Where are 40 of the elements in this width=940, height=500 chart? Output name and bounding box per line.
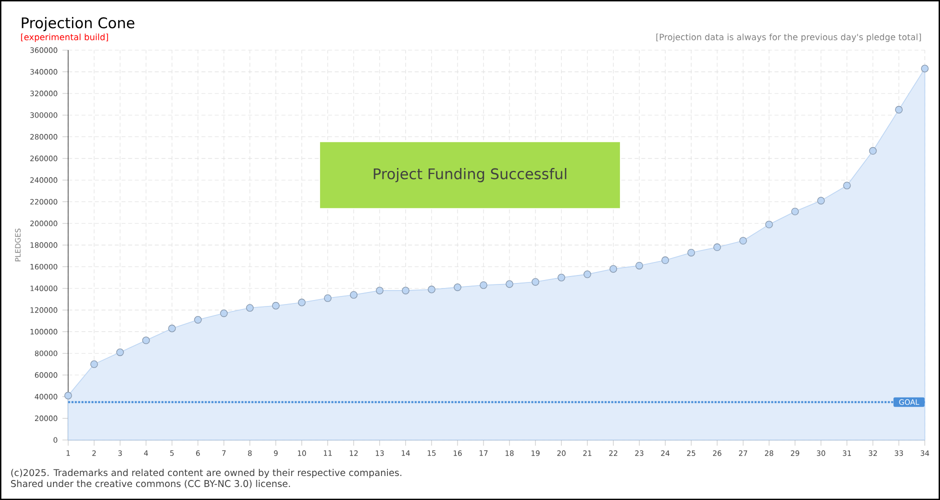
point — [246, 304, 254, 312]
annotation: Project Funding Successful — [374, 168, 566, 182]
point — [791, 208, 799, 216]
point — [739, 236, 747, 244]
point — [298, 298, 306, 306]
point — [532, 278, 540, 286]
point — [506, 280, 514, 288]
point — [428, 286, 436, 294]
point — [220, 309, 228, 318]
point — [142, 336, 150, 344]
point — [168, 324, 176, 332]
point — [480, 281, 488, 289]
text: [Projection data is always for the previous day's pledge total] — [656, 34, 921, 42]
point — [584, 270, 592, 278]
point — [272, 302, 280, 310]
point — [661, 256, 670, 264]
point — [610, 265, 618, 273]
point — [350, 291, 358, 299]
point — [90, 360, 98, 368]
text: Shared under the creative commons (CC BY-NC 3.0) license. — [11, 480, 290, 488]
point — [687, 248, 695, 256]
point — [64, 392, 72, 400]
point — [869, 146, 877, 155]
point — [817, 196, 825, 204]
point — [713, 243, 721, 251]
point — [454, 283, 462, 292]
point — [324, 294, 332, 302]
point — [194, 316, 202, 324]
chart-subtitle: [experimental build] — [21, 34, 108, 42]
point — [921, 64, 929, 72]
point — [843, 182, 851, 190]
chart-title: Projection Cone — [22, 16, 134, 32]
point — [402, 286, 410, 294]
point — [558, 274, 566, 282]
point — [635, 262, 644, 270]
point — [765, 220, 773, 228]
point — [116, 348, 124, 356]
text: (c)2025. Trademarks and related content are owned by their respective companies. — [11, 468, 402, 478]
point — [376, 286, 384, 294]
point — [895, 106, 903, 114]
